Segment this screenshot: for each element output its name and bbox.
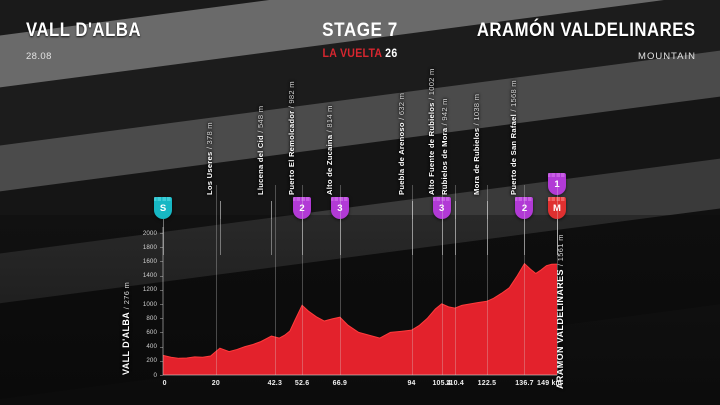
rubielos-de-mora-stem — [454, 219, 456, 255]
y-axis-tick — [160, 304, 163, 305]
chart-gridline — [339, 185, 341, 375]
los-useres-tick — [219, 201, 221, 219]
llucena-del-cid-stem — [271, 219, 273, 255]
los-useres-stem — [219, 219, 221, 255]
x-axis-tick-label: 110.4 — [445, 380, 464, 387]
y-axis-tick-label: 2000 — [142, 229, 157, 237]
race-name: LA VUELTA — [322, 48, 382, 60]
y-axis-tick — [160, 233, 163, 234]
stage-date: 28.08 — [26, 51, 52, 62]
puerto-de-san-rafael-badge[interactable]: 2 — [515, 197, 534, 219]
chart-gridline — [524, 185, 526, 375]
y-axis-tick-label: 600 — [146, 329, 157, 336]
header-finish: ARAMÓN VALDELINARES MOUNTAIN — [447, 20, 696, 62]
y-axis-tick-label: 1600 — [142, 258, 157, 265]
chart-gridline — [486, 185, 488, 375]
chart-gridline — [302, 185, 304, 375]
stage-title: STAGE 7 — [322, 20, 398, 41]
puerto-de-san-rafael-badge-text: 2 — [521, 202, 528, 214]
x-axis-tick-label: 94 — [407, 380, 416, 387]
puerto-el-remolcador-badge-text: 2 — [299, 202, 305, 214]
finish-marker-badge[interactable]: M — [548, 197, 566, 219]
x-axis-tick-label: 122.5 — [477, 380, 497, 387]
y-axis-tick-label: 1800 — [142, 243, 157, 251]
y-axis-tick-label: 800 — [146, 314, 157, 322]
finish-marker-badge-text: M — [553, 202, 561, 214]
elevation-area — [163, 263, 557, 375]
finish-climb-badge-text: 1 — [554, 178, 560, 190]
y-axis-tick-label: 200 — [146, 357, 157, 365]
y-axis-tick — [160, 375, 163, 376]
start-marker-badge[interactable]: S — [154, 197, 172, 219]
llucena-del-cid-tick — [271, 201, 273, 219]
x-axis-tick-label: 52.6 — [294, 380, 310, 387]
start-city-title: VALL D'ALBA — [26, 20, 142, 41]
x-axis-tick-label: 42.3 — [267, 380, 283, 387]
chart-gridline — [274, 185, 276, 375]
race-branding: LA VUELTA 26 — [29, 48, 691, 60]
x-axis-tick-label: 149 km — [537, 380, 562, 387]
mora-de-rubielos-stem — [486, 219, 488, 255]
alto-fuente-de-rubielos-stem — [441, 219, 443, 255]
y-axis-tick-label: 1000 — [142, 300, 157, 308]
mora-de-rubielos-tick — [486, 201, 488, 219]
y-axis-tick — [160, 275, 163, 277]
header-center: STAGE 7 LA VUELTA 26 — [0, 20, 720, 60]
chart-gridline — [215, 185, 217, 375]
elevation-line — [162, 262, 558, 359]
chart-gridline — [411, 185, 413, 375]
x-axis-tick-label: 20 — [211, 380, 220, 387]
alto-fuente-de-rubielos-badge[interactable]: 3 — [432, 197, 451, 219]
start-marker-badge-text: S — [159, 202, 167, 214]
y-axis-tick — [160, 332, 163, 334]
y-axis-tick — [160, 247, 163, 249]
rubielos-de-mora-tick — [454, 201, 456, 219]
y-axis-tick-label: 1400 — [142, 272, 157, 280]
y-axis-tick — [160, 261, 163, 263]
alto-de-zucaina-stem — [339, 219, 341, 255]
alto-fuente-de-rubielos-badge-text: 3 — [439, 202, 445, 214]
y-axis-tick-label: 0 — [153, 371, 157, 379]
x-axis-tick-label: 0 — [162, 380, 167, 387]
puerto-el-remolcador-stem — [302, 219, 304, 255]
y-axis-tick-label: 1200 — [142, 286, 157, 294]
race-year: 26 — [385, 48, 398, 60]
puerto-de-san-rafael-stem — [524, 219, 526, 255]
y-axis-tick — [160, 346, 163, 348]
y-axis-tick-label: 400 — [146, 343, 157, 351]
chart-gridline — [454, 185, 456, 375]
alto-de-zucaina-badge[interactable]: 3 — [330, 197, 349, 219]
y-axis-tick — [160, 360, 163, 362]
x-axis-tick-label: 136.7 — [515, 380, 534, 387]
x-axis-tick-label: 105.4 — [432, 380, 451, 387]
header-start: VALL D'ALBA 28.08 — [26, 20, 157, 62]
puebla-de-arenoso-stem — [411, 219, 413, 255]
chart-gridline — [441, 185, 443, 375]
y-axis-tick — [160, 318, 163, 320]
x-axis-tick-label: 66.9 — [332, 380, 348, 387]
finish-climb-badge[interactable]: 1 — [548, 173, 566, 195]
puebla-de-arenoso-tick — [411, 201, 413, 219]
finish-city-title: ARAMÓN VALDELINARES — [477, 20, 696, 41]
stage-type-label: MOUNTAIN — [638, 51, 696, 62]
y-axis-tick — [160, 289, 163, 291]
finish-marker-stem — [557, 219, 558, 255]
chart-gridline — [557, 185, 558, 375]
alto-de-zucaina-badge-text: 3 — [337, 202, 343, 214]
header: VALL D'ALBA 28.08 STAGE 7 LA VUELTA 26 A… — [0, 0, 720, 80]
puerto-el-remolcador-badge[interactable]: 2 — [293, 197, 312, 219]
